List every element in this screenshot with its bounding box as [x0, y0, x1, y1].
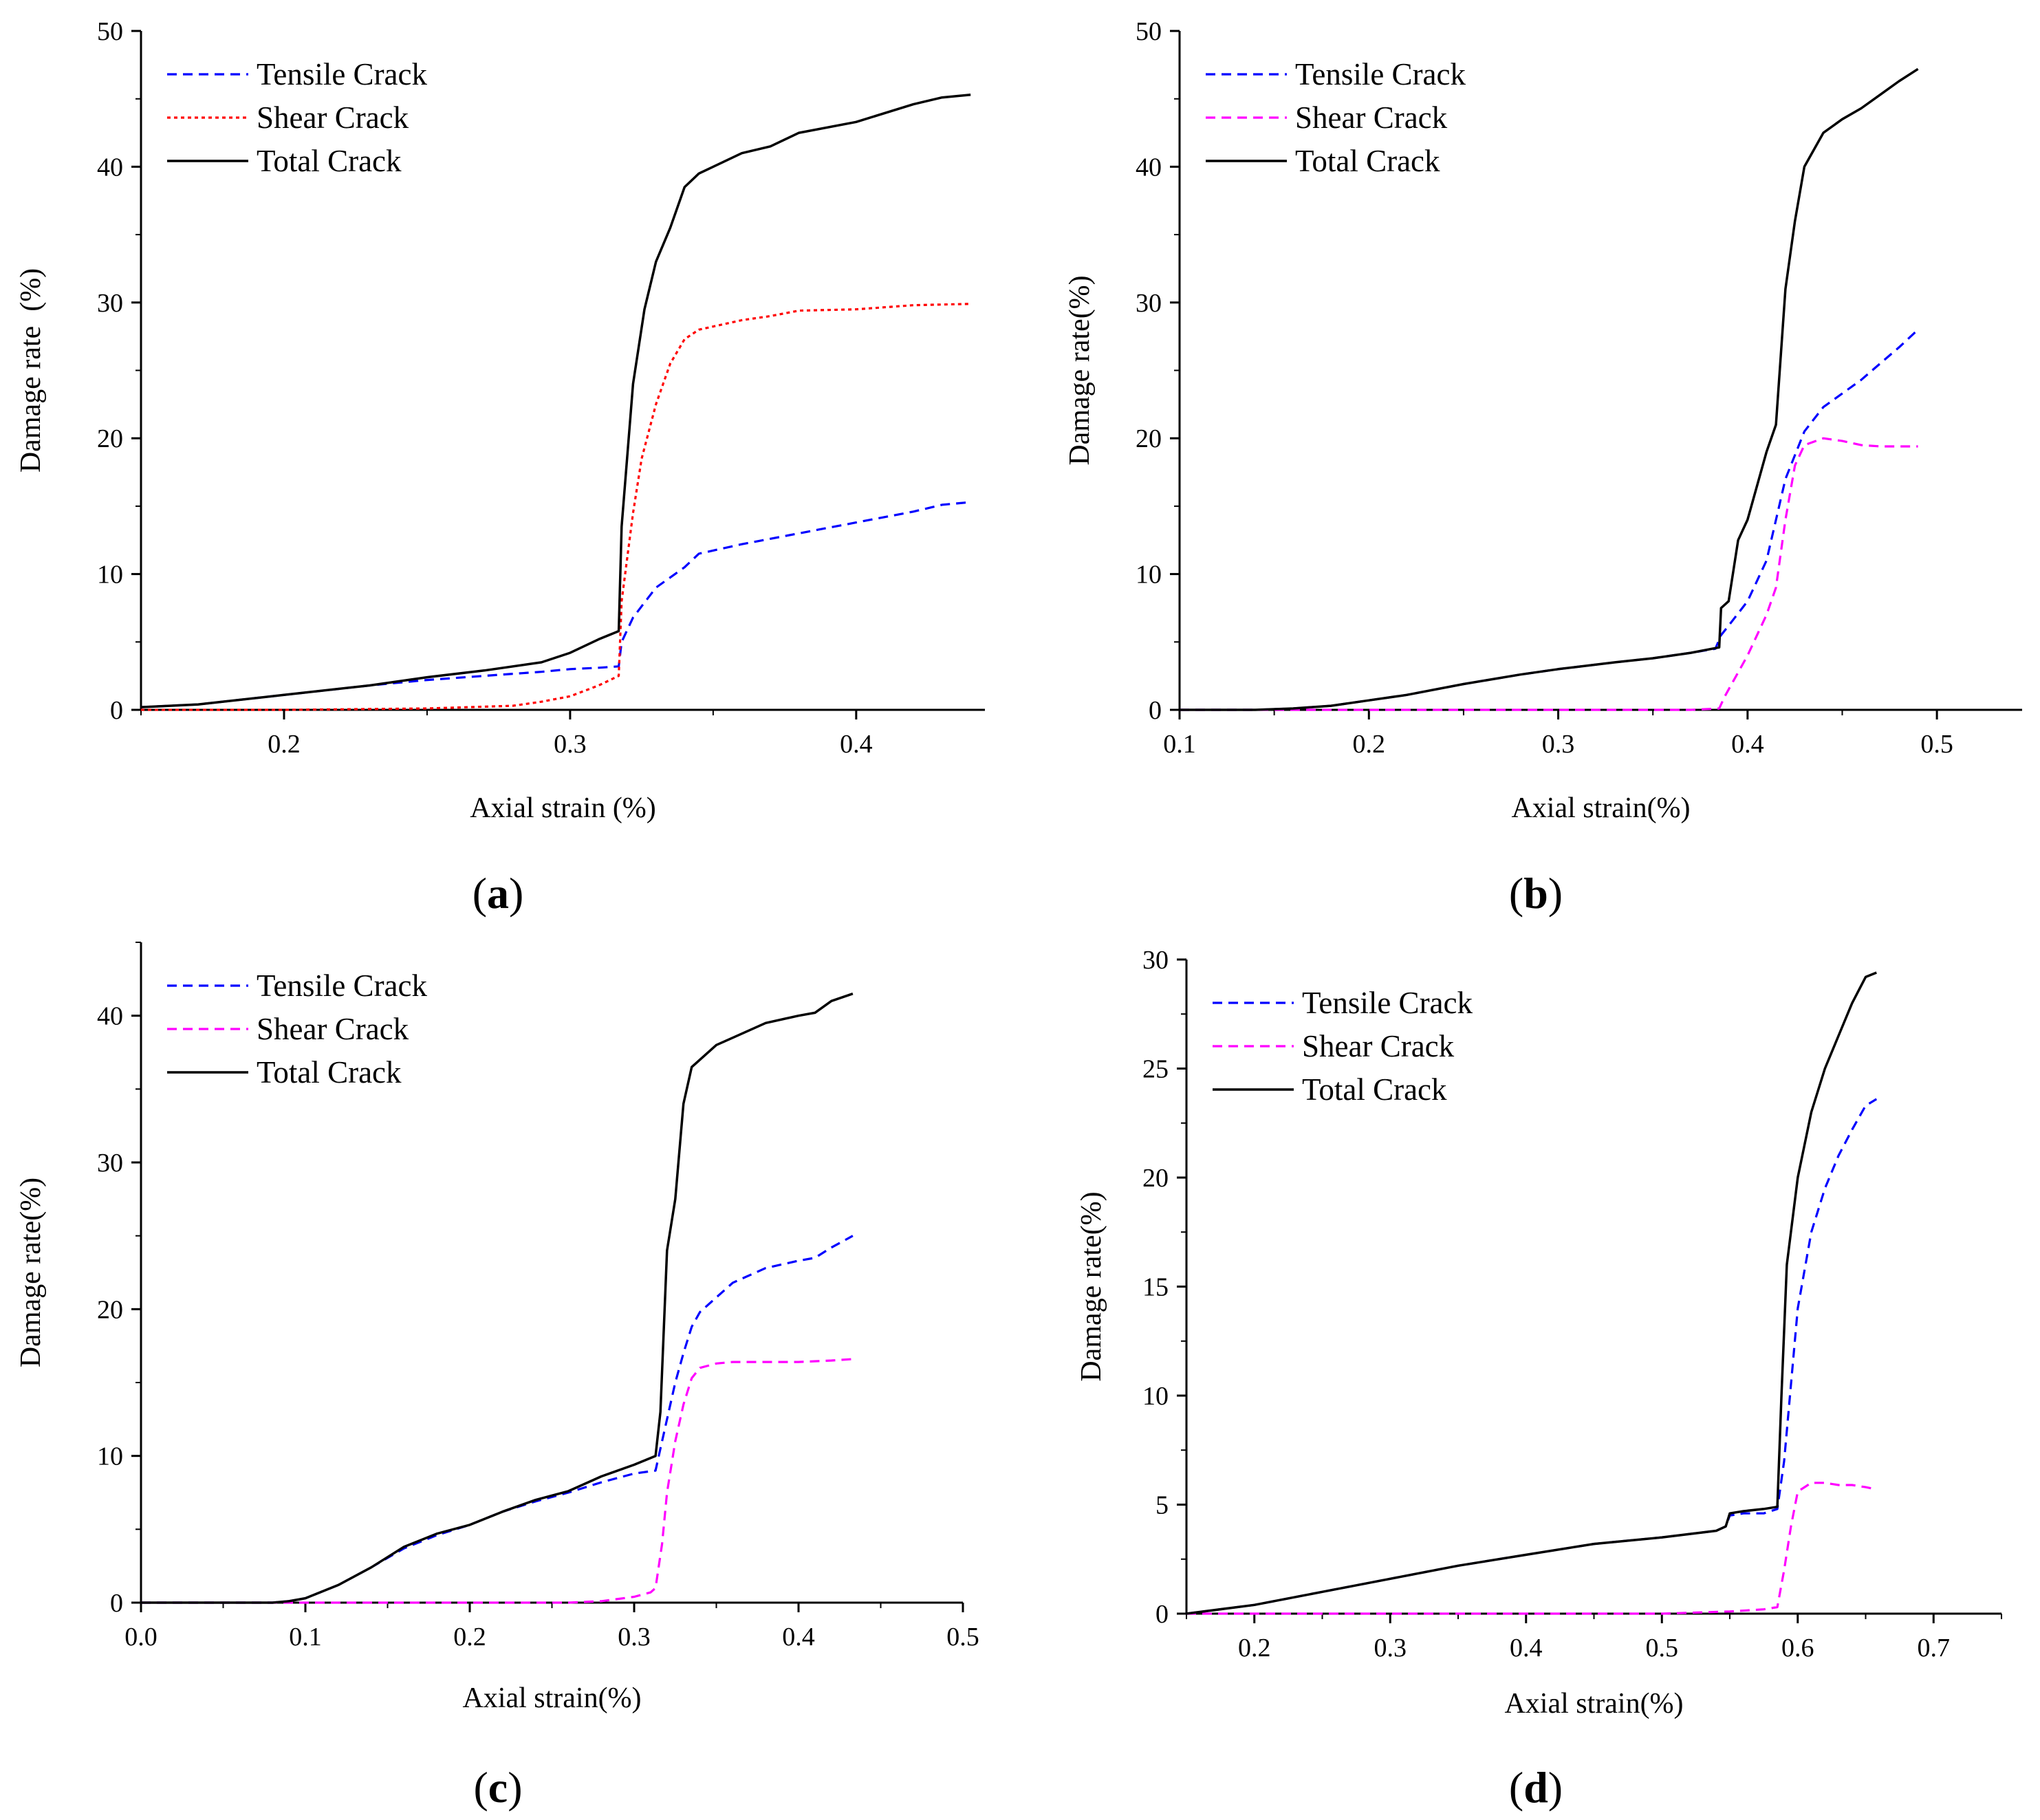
y-tick-label: 30: [97, 289, 123, 318]
x-tick-label: 0.3: [554, 730, 587, 759]
y-tick-label: 0: [1155, 1600, 1169, 1629]
x-axis-label: Axial strain(%): [1511, 792, 1690, 824]
x-tick-label: 0.3: [1542, 730, 1575, 759]
x-axis-label: Axial strain(%): [462, 1682, 641, 1714]
y-tick-label: 40: [97, 1002, 123, 1031]
y-tick-label: 20: [1142, 1164, 1169, 1193]
legend-label: Tensile Crack: [1302, 986, 1473, 1020]
legend-label: Total Crack: [257, 1055, 402, 1090]
legend-label: Shear Crack: [1302, 1029, 1455, 1063]
legend-label: Tensile Crack: [1295, 57, 1466, 91]
y-tick-label: 30: [97, 1149, 123, 1178]
x-tick-label: 0.2: [453, 1623, 486, 1651]
y-axis-label: Damage rate (%): [15, 268, 47, 473]
series-line-total-crack: [1180, 67, 1919, 711]
x-tick-label: 0.2: [1238, 1634, 1271, 1662]
chart-panel-c: 0.0 0.1 0.2 0.3 0.4 0.5 0 10 20 30 40 Axial strain(…: [15, 942, 979, 1812]
chart-panel-a: 0.2 0.3 0.4 0 10 20 30 40 50 Axial strain (%) Dama…: [15, 17, 985, 918]
chart-panel-b: 0.1 0.2 0.3 0.4 0.5 0 10 20 30 40 50 Axial strain(%…: [1064, 17, 2022, 918]
series-line-tensile-crack: [1180, 329, 1919, 711]
chart-panel-d: 0.2 0.3 0.4 0.5 0.6 0.7 0 5 10 15 20 25 30 Axial stra…: [1076, 946, 2002, 1812]
legend-label: Shear Crack: [257, 1012, 409, 1046]
x-tick-label: 0.0: [124, 1623, 158, 1651]
y-tick-label: 30: [1142, 946, 1169, 975]
x-tick-label: 0.1: [1163, 730, 1196, 759]
x-tick-label: 0.2: [1353, 730, 1386, 759]
x-tick-label: 0.3: [618, 1623, 651, 1651]
x-tick-label: 0.5: [946, 1623, 979, 1651]
series-line-total-crack: [140, 94, 971, 708]
y-axis-label: Damage rate(%): [1076, 1191, 1107, 1381]
y-tick-label: 30: [1136, 289, 1162, 318]
panel-label: (d): [1509, 1763, 1563, 1812]
panel-label: (b): [1509, 869, 1563, 918]
panel-label: (c): [473, 1763, 522, 1812]
y-tick-label: 40: [1136, 153, 1162, 182]
y-axis-label: Damage rate(%): [15, 1178, 47, 1367]
y-tick-label: 5: [1155, 1491, 1169, 1520]
x-tick-label: 0.4: [782, 1623, 815, 1651]
legend-label: Shear Crack: [257, 100, 409, 135]
series-line-tensile-crack: [141, 1235, 854, 1604]
legend-label: Total Crack: [257, 144, 402, 178]
y-tick-label: 40: [97, 153, 123, 182]
y-tick-label: 50: [97, 17, 123, 46]
x-tick-label: 0.3: [1374, 1634, 1407, 1662]
y-tick-label: 10: [1136, 561, 1162, 589]
y-tick-label: 10: [97, 1442, 123, 1471]
x-tick-label: 0.6: [1781, 1634, 1814, 1662]
x-tick-label: 0.7: [1918, 1634, 1951, 1662]
x-tick-label: 0.5: [1920, 730, 1953, 759]
series-line-total-crack: [1186, 971, 1877, 1615]
y-tick-label: 0: [110, 696, 123, 725]
legend-label: Tensile Crack: [257, 57, 428, 91]
x-tick-label: 0.4: [1731, 730, 1764, 759]
series-line-shear-crack: [1186, 1482, 1877, 1615]
x-tick-label: 0.1: [289, 1623, 322, 1651]
panel-label: (a): [473, 869, 524, 918]
legend-label: Total Crack: [1295, 144, 1440, 178]
y-tick-label: 15: [1142, 1273, 1169, 1302]
y-tick-label: 50: [1136, 17, 1162, 46]
series-line-shear-crack: [141, 303, 971, 711]
y-tick-label: 20: [97, 424, 123, 453]
x-axis-label: Axial strain (%): [470, 792, 656, 824]
series-line-tensile-crack: [140, 501, 971, 708]
series-line-tensile-crack: [1186, 1098, 1878, 1615]
y-tick-label: 0: [1149, 696, 1162, 725]
y-tick-label: 25: [1142, 1055, 1169, 1084]
x-tick-label: 0.5: [1646, 1634, 1679, 1662]
y-tick-label: 20: [97, 1295, 123, 1324]
x-tick-label: 0.2: [268, 730, 301, 759]
y-axis-label: Damage rate(%): [1064, 275, 1096, 465]
y-tick-label: 10: [97, 561, 123, 589]
series-line-total-crack: [141, 993, 854, 1604]
legend-label: Total Crack: [1302, 1072, 1447, 1107]
y-tick-label: 10: [1142, 1382, 1169, 1411]
legend-label: Tensile Crack: [257, 968, 428, 1003]
series-line-shear-crack: [141, 1358, 854, 1604]
y-tick-label: 20: [1136, 424, 1162, 453]
y-tick-label: 0: [110, 1589, 123, 1618]
x-axis-label: Axial strain(%): [1504, 1688, 1683, 1720]
x-tick-label: 0.4: [840, 730, 873, 759]
series-line-shear-crack: [1180, 437, 1918, 711]
x-tick-label: 0.4: [1510, 1634, 1543, 1662]
legend-label: Shear Crack: [1295, 100, 1448, 135]
